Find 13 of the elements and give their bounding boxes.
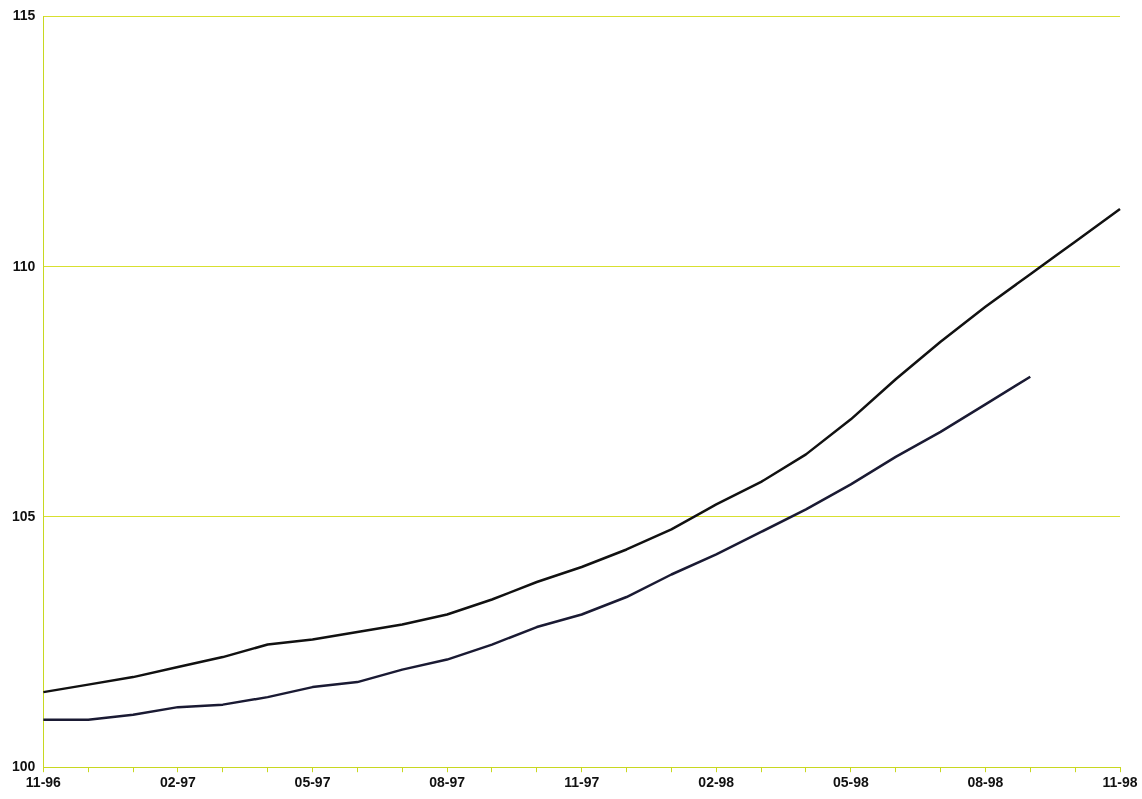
- x-tick-label: 11-96: [25, 774, 62, 791]
- x-tick-label: 11-97: [564, 774, 600, 791]
- x-tick-label: 05-97: [294, 774, 331, 791]
- x-tick-label: 02-98: [698, 774, 735, 791]
- y-tick-label: 110: [12, 257, 36, 274]
- x-tick-label: 11-98: [1102, 774, 1138, 791]
- x-tick-label: 08-98: [967, 774, 1004, 791]
- y-tick-label: 115: [12, 7, 36, 24]
- x-tick-label: 08-97: [429, 774, 466, 791]
- x-tick-label: 05-98: [832, 774, 869, 791]
- y-tick-label: 100: [12, 758, 36, 775]
- y-tick-label: 105: [12, 507, 36, 524]
- x-tick-label: 02-97: [160, 774, 197, 791]
